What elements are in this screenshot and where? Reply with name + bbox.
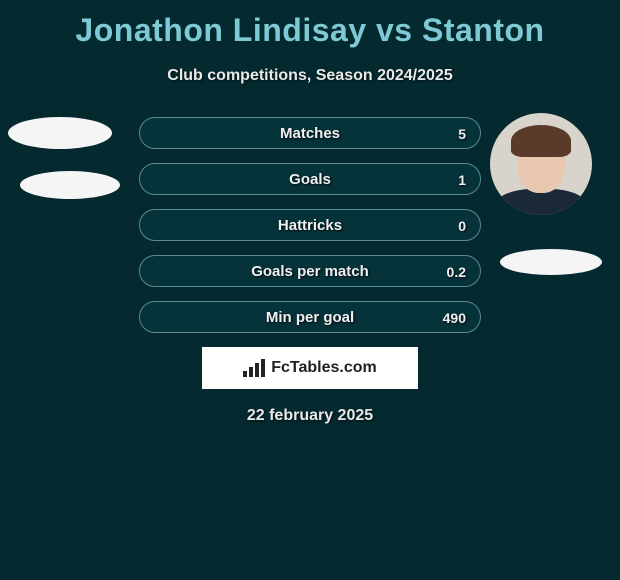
player-left-avatar-placeholder-2 xyxy=(20,171,120,199)
comparison-chart: Matches 5 Goals 1 Hattricks 0 Goals per … xyxy=(0,117,620,333)
bar-chart-icon xyxy=(243,359,265,377)
stat-bar-hattricks: Hattricks 0 xyxy=(139,209,481,241)
stat-label: Goals xyxy=(140,164,480,195)
stat-right-value: 5 xyxy=(458,118,466,149)
stat-label: Hattricks xyxy=(140,210,480,241)
date-label: 22 february 2025 xyxy=(0,407,620,425)
stat-label: Min per goal xyxy=(140,302,480,333)
attribution-text: FcTables.com xyxy=(271,359,377,377)
stat-right-value: 490 xyxy=(443,302,466,333)
stat-right-value: 0 xyxy=(458,210,466,241)
subtitle: Club competitions, Season 2024/2025 xyxy=(0,67,620,85)
stat-right-value: 0.2 xyxy=(447,256,466,287)
stat-label: Matches xyxy=(140,118,480,149)
page-title: Jonathon Lindisay vs Stanton xyxy=(0,0,620,49)
stat-bar-goals-per-match: Goals per match 0.2 xyxy=(139,255,481,287)
stat-bar-goals: Goals 1 xyxy=(139,163,481,195)
player-right-avatar xyxy=(490,113,592,215)
stat-right-value: 1 xyxy=(458,164,466,195)
stat-label: Goals per match xyxy=(140,256,480,287)
player-left-avatar-placeholder-1 xyxy=(8,117,112,149)
stat-bar-min-per-goal: Min per goal 490 xyxy=(139,301,481,333)
player-right-avatar-placeholder xyxy=(500,249,602,275)
stat-bars: Matches 5 Goals 1 Hattricks 0 Goals per … xyxy=(139,117,481,333)
stat-bar-matches: Matches 5 xyxy=(139,117,481,149)
attribution-badge: FcTables.com xyxy=(202,347,418,389)
